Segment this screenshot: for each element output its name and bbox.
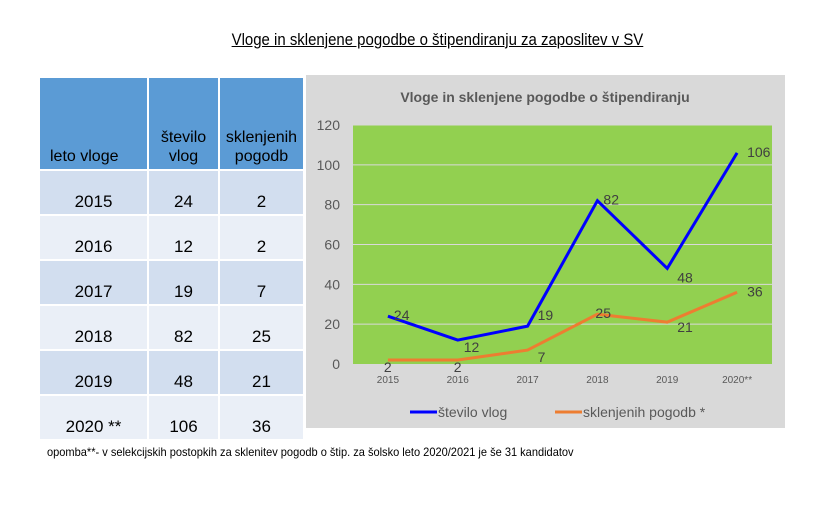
cell-applications: 48 bbox=[147, 349, 220, 396]
y-tick-label: 60 bbox=[324, 237, 340, 253]
cell-year: 2017 bbox=[38, 259, 149, 306]
table-row: 2019 48 21 bbox=[38, 349, 305, 396]
cell-year: 2015 bbox=[38, 169, 149, 216]
header-year: leto vloge bbox=[38, 76, 149, 171]
cell-contracts: 21 bbox=[218, 349, 305, 396]
footnote: opomba**- v selekcijskih postopkih za sk… bbox=[47, 445, 574, 459]
header-contracts: sklenjenih pogodb bbox=[218, 76, 305, 171]
x-tick-label: 2015 bbox=[377, 375, 400, 386]
cell-applications: 12 bbox=[147, 214, 220, 261]
table-row: 2020 ** 106 36 bbox=[38, 394, 305, 441]
cell-applications: 19 bbox=[147, 259, 220, 306]
data-label: 24 bbox=[394, 307, 410, 323]
cell-applications: 106 bbox=[147, 394, 220, 441]
cell-contracts: 7 bbox=[218, 259, 305, 306]
page-title: Vloge in sklenjene pogodbe o štipendiran… bbox=[231, 30, 644, 49]
y-tick-label: 20 bbox=[324, 316, 340, 332]
chart-title: Vloge in sklenjene pogodbe o štipendiran… bbox=[400, 89, 689, 105]
line-chart: Vloge in sklenjene pogodbe o štipendiran… bbox=[306, 75, 785, 428]
header-applications: število vlog bbox=[147, 76, 220, 171]
x-tick-label: 2018 bbox=[586, 375, 609, 386]
series-line-applications bbox=[387, 152, 739, 342]
x-tick-label: 2019 bbox=[656, 375, 679, 386]
cell-year: 2020 ** bbox=[38, 394, 149, 441]
cell-year: 2019 bbox=[38, 349, 149, 396]
cell-applications: 82 bbox=[147, 304, 220, 351]
data-label: 36 bbox=[747, 283, 763, 299]
x-tick-label: 2017 bbox=[516, 375, 539, 386]
data-label: 2 bbox=[384, 359, 392, 375]
y-tick-label: 120 bbox=[317, 117, 341, 133]
table-row: 2016 12 2 bbox=[38, 214, 305, 261]
series-line-contracts bbox=[387, 290, 738, 362]
cell-contracts: 36 bbox=[218, 394, 305, 441]
data-label: 12 bbox=[464, 339, 480, 355]
legend-label: sklenjenih pogodb * bbox=[583, 404, 706, 420]
legend-label: število vlog bbox=[438, 404, 507, 420]
y-tick-label: 100 bbox=[317, 157, 341, 173]
chart-svg: Vloge in sklenjene pogodbe o štipendiran… bbox=[317, 89, 772, 420]
x-tick-label: 2016 bbox=[447, 375, 470, 386]
data-label: 106 bbox=[747, 144, 771, 160]
table-row: 2018 82 25 bbox=[38, 304, 305, 351]
data-table: leto vloge število vlog sklenjenih pogod… bbox=[38, 76, 305, 441]
data-label: 19 bbox=[538, 307, 554, 323]
cell-contracts: 2 bbox=[218, 214, 305, 261]
y-tick-label: 80 bbox=[324, 197, 340, 213]
data-label: 25 bbox=[595, 305, 611, 321]
y-tick-label: 40 bbox=[324, 276, 340, 292]
x-tick-label: 2020** bbox=[722, 375, 752, 386]
data-label: 7 bbox=[538, 349, 546, 365]
data-label: 21 bbox=[677, 319, 693, 335]
cell-year: 2018 bbox=[38, 304, 149, 351]
data-label: 48 bbox=[677, 269, 693, 285]
cell-year: 2016 bbox=[38, 214, 149, 261]
data-label: 2 bbox=[454, 359, 462, 375]
cell-contracts: 25 bbox=[218, 304, 305, 351]
table-header: leto vloge število vlog sklenjenih pogod… bbox=[38, 76, 305, 171]
table-row: 2015 24 2 bbox=[38, 169, 305, 216]
y-tick-label: 0 bbox=[332, 356, 340, 372]
cell-contracts: 2 bbox=[218, 169, 305, 216]
cell-applications: 24 bbox=[147, 169, 220, 216]
table-row: 2017 19 7 bbox=[38, 259, 305, 306]
data-label: 82 bbox=[603, 192, 619, 208]
